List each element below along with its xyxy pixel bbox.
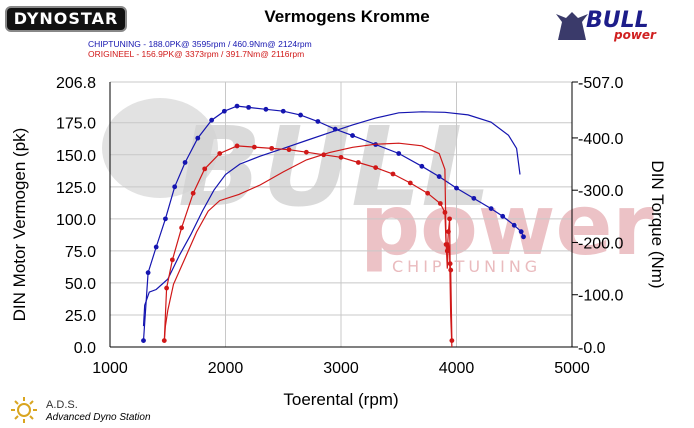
series-chiptuning-power-point — [471, 195, 477, 201]
series-origineel-power-point — [437, 201, 443, 206]
series-chiptuning-power-point — [172, 184, 178, 190]
series-chiptuning-power-point — [396, 151, 402, 156]
ads-sun-icon — [11, 397, 37, 423]
y-left-tick-label: 75.0 — [65, 244, 96, 261]
ads-title: A.D.S. — [46, 399, 78, 411]
ads-footer: A.D.S. Advanced Dyno Station — [8, 396, 208, 426]
series-origineel-power-point — [446, 229, 451, 235]
series-chiptuning-power-point — [141, 338, 146, 343]
y-left-tick-label: 125.0 — [56, 180, 96, 197]
series-chiptuning-power-point — [500, 213, 506, 219]
watermark-bull-text: BULL — [178, 103, 491, 231]
series-chiptuning-power-point — [263, 106, 269, 112]
series-chiptuning-power-point — [280, 108, 286, 114]
series-chiptuning-power-point — [436, 174, 442, 179]
series-origineel-power-point — [251, 144, 257, 150]
legend-chiptuning: CHIPTUNING - 188.0PK@ 3595rpm / 460.9Nm@… — [88, 39, 312, 49]
series-origineel-power-point — [355, 160, 361, 165]
series-origineel-power-point — [217, 151, 223, 156]
y-right-tick-label: -507.0 — [578, 75, 623, 92]
y-left-tick-label: 150.0 — [56, 148, 96, 165]
x-tick-label: 5000 — [554, 360, 590, 377]
series-chiptuning-power-point — [195, 135, 201, 141]
chart-title: Vermogens Kromme — [264, 7, 430, 26]
y-left-tick-label: 100.0 — [56, 212, 96, 229]
x-tick-label: 3000 — [323, 360, 359, 377]
series-origineel-power-point — [390, 171, 396, 177]
watermark-chip-text: CHIP TUNING — [392, 257, 541, 276]
series-origineel-power-point — [190, 190, 196, 196]
series-origineel-power-point — [447, 216, 452, 222]
dynostar-logo: DYNOSTAR — [5, 6, 127, 32]
series-chiptuning-power-point — [350, 133, 355, 138]
y-axis-left-label: DIN Motor Vermogen (pk) — [10, 128, 29, 322]
series-origineel-torque-line — [163, 142, 453, 348]
series-chiptuning-power-point — [454, 185, 459, 191]
x-tick-label: 4000 — [439, 360, 475, 377]
series-origineel-power-point — [303, 149, 309, 155]
y-right-tick-label: -400.0 — [578, 131, 623, 148]
series-origineel-power-point — [164, 285, 169, 291]
chart-axes — [109, 81, 578, 348]
bull-power-logo: BULL power — [548, 4, 658, 46]
x-tick-label: 2000 — [208, 360, 244, 377]
series-chiptuning-power-point — [153, 244, 159, 250]
series-chiptuning-power-point — [246, 104, 252, 110]
y-left-tick-label: 206.8 — [56, 75, 96, 92]
y-right-tick-label: -0.0 — [578, 340, 606, 357]
series-chiptuning-torque-line — [142, 111, 521, 327]
series-origineel-power-point — [169, 257, 175, 263]
bull-icon — [556, 12, 588, 40]
y-left-tick-label: 50.0 — [65, 276, 96, 293]
series-chiptuning-power-point — [298, 112, 303, 118]
y-left-tick-label: 0.0 — [74, 340, 96, 357]
series-chiptuning-power-point — [163, 216, 168, 222]
series-origineel-power-point — [373, 165, 379, 170]
chart-series — [141, 103, 526, 348]
power-logo-text: power — [614, 28, 656, 42]
series-origineel-power-line — [163, 145, 453, 341]
series-chiptuning-power-point — [145, 270, 151, 276]
series-origineel-power-point — [286, 147, 292, 153]
series-chiptuning-power-point — [488, 206, 494, 212]
series-origineel-power-point — [202, 166, 208, 172]
series-chiptuning-power-point — [518, 229, 524, 235]
series-chiptuning-power-point — [221, 108, 227, 114]
series-origineel-power-point — [234, 143, 240, 149]
series-origineel-power-point — [448, 267, 454, 273]
y-left-tick-label: 175.0 — [56, 116, 96, 133]
series-chiptuning-power-point — [511, 222, 517, 228]
x-tick-label: 1000 — [92, 360, 128, 377]
series-origineel-power-point — [442, 210, 448, 215]
series-chiptuning-power-point — [209, 117, 215, 123]
y-right-tick-label: -200.0 — [578, 235, 623, 252]
legend-origineel: ORIGINEEL - 156.9PK@ 3373rpm / 391.7Nm@ … — [88, 49, 305, 59]
series-chiptuning-power-point — [419, 163, 425, 169]
series-origineel-power-point — [407, 180, 413, 186]
series-origineel-power-point — [179, 225, 185, 231]
series-chiptuning-power-line — [142, 105, 525, 341]
series-chiptuning-power-point — [521, 234, 526, 240]
series-origineel-power-point — [338, 154, 344, 160]
y-right-tick-label: -100.0 — [578, 288, 623, 305]
series-chiptuning-power-point — [315, 119, 321, 124]
ads-subtitle: Advanced Dyno Station — [46, 412, 151, 423]
x-axis-label: Toerental (rpm) — [283, 390, 398, 409]
bull-power-watermark: BULL power CHIP TUNING — [102, 98, 654, 276]
bull-logo-text: BULL — [586, 8, 649, 33]
series-chiptuning-power-point — [234, 103, 240, 109]
series-chiptuning-power-point — [182, 160, 188, 165]
series-origineel-power-point — [425, 190, 431, 196]
watermark-power-text: power — [360, 176, 654, 274]
chart-ticks: 1000 2000 3000 4000 5000 0.0 25.0 50.0 75.0 100.0… — [56, 75, 624, 377]
y-left-tick-label: 25.0 — [65, 308, 96, 325]
series-origineel-power-point — [269, 145, 275, 151]
y-axis-right-label: DIN Torque (Nm) — [648, 160, 667, 288]
y-right-tick-label: -300.0 — [578, 183, 623, 200]
